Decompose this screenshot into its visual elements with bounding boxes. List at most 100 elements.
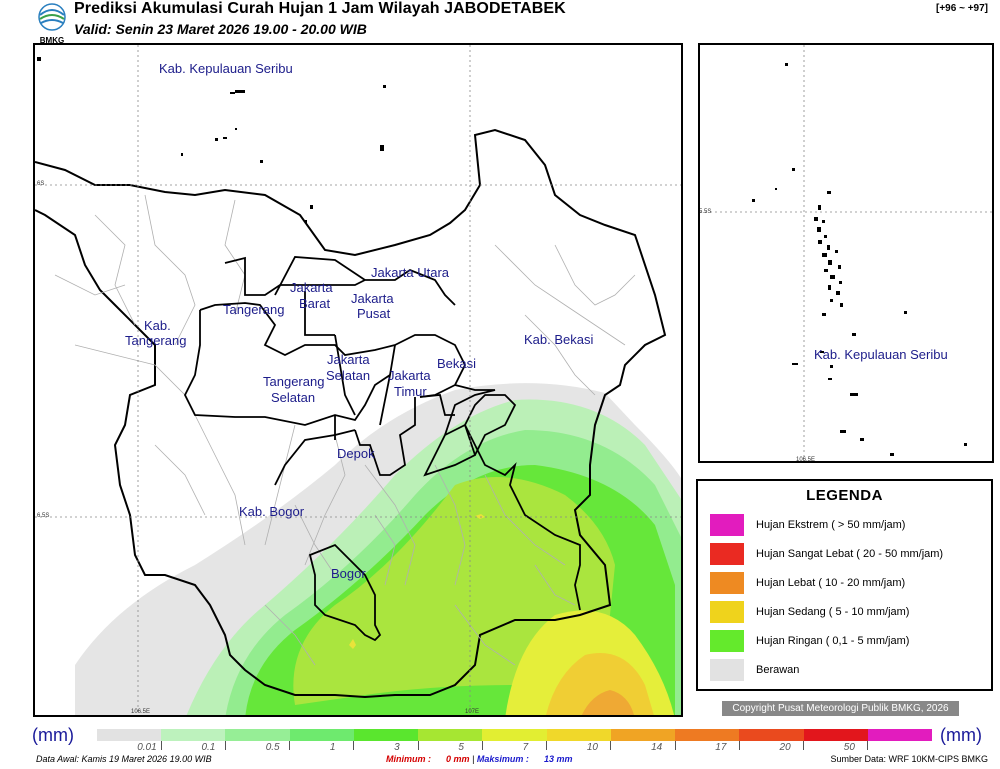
colorbar-tick-label: 3 xyxy=(394,742,400,753)
inset-islands-map xyxy=(700,45,992,461)
inset-islands xyxy=(752,63,967,456)
colorbar-tick-mark xyxy=(481,741,483,750)
colorbar-tick-mark xyxy=(224,741,226,750)
maximum-value: 13 mm xyxy=(543,754,573,764)
label-jakarta-pusat-2: Pusat xyxy=(357,306,391,321)
colorbar-tick-label: 14 xyxy=(651,742,663,753)
minimum-label: Minimum : xyxy=(386,754,431,764)
colorbar-segment xyxy=(97,729,162,741)
colorbar-segment xyxy=(482,729,547,741)
legend-item-sangat-lebat: Hujan Sangat Lebat ( 20 - 50 mm/jam) xyxy=(710,542,943,566)
regency-borders xyxy=(183,256,581,642)
legend-swatch xyxy=(710,601,744,623)
legend-label: Berawan xyxy=(756,664,800,676)
legend-item-ringan: Hujan Ringan ( 0,1 - 5 mm/jam) xyxy=(710,629,909,653)
data-source: Sumber Data: WRF 10KM-CIPS BMKG xyxy=(830,754,988,764)
colorbar-segment xyxy=(161,729,226,741)
legend-swatch xyxy=(710,630,744,652)
colorbar-segment xyxy=(418,729,483,741)
coastline xyxy=(35,128,667,699)
colorbar-tick-mark xyxy=(867,741,869,750)
label-tangerang-selatan-1: Tangerang xyxy=(263,374,325,389)
label-kepulauan-seribu: Kab. Kepulauan Seribu xyxy=(159,61,293,76)
label-jakarta-utara: Jakarta Utara xyxy=(371,265,450,280)
district-borders xyxy=(54,194,636,666)
legend-item-ekstrem: Hujan Ekstrem ( > 50 mm/jam) xyxy=(710,513,905,537)
colorbar-tick-label: 7 xyxy=(522,742,529,753)
lon-tick-107e: 107E xyxy=(465,709,480,715)
colorbar-segment xyxy=(739,729,804,741)
label-kab-tangerang-1: Kab. xyxy=(144,318,171,333)
copyright-notice: Copyright Pusat Meteorologi Publik BMKG,… xyxy=(722,701,959,716)
colorbar-segment xyxy=(675,729,740,741)
colorbar-tick-mark xyxy=(417,741,419,750)
separator: | xyxy=(472,754,475,764)
label-jakarta-timur-2: Timur xyxy=(394,384,427,399)
rainfall-field xyxy=(75,383,681,715)
legend-panel: LEGENDA Hujan Ekstrem ( > 50 mm/jam) Huj… xyxy=(696,479,993,691)
label-jakarta-timur-1: Jakarta xyxy=(388,368,431,383)
colorbar-segment xyxy=(289,729,354,741)
lat-tick-6s: 6S xyxy=(37,181,45,187)
inset-map[interactable]: Kab. Kepulauan Seribu 5.5S 106.5E xyxy=(698,43,994,463)
label-jakarta-selatan-2: Selatan xyxy=(326,368,371,383)
colorbar-tick-mark xyxy=(674,741,676,750)
colorbar-tick-label: 5 xyxy=(458,742,464,753)
gridlines xyxy=(35,45,681,715)
legend-label: Hujan Sedang ( 5 - 10 mm/jam) xyxy=(756,606,910,618)
page-title: Prediksi Akumulasi Curah Hujan 1 Jam Wil… xyxy=(74,0,566,17)
legend-item-lebat: Hujan Lebat ( 10 - 20 mm/jam) xyxy=(710,571,905,595)
colorbar-tick-label: 17 xyxy=(715,742,727,753)
legend-label: Hujan Ringan ( 0,1 - 5 mm/jam) xyxy=(756,635,910,647)
colorbar-segment xyxy=(867,729,933,741)
legend-swatch xyxy=(710,514,744,536)
legend-item-sedang: Hujan Sedang ( 5 - 10 mm/jam) xyxy=(710,600,909,624)
inset-lon-tick: 106.5E xyxy=(796,457,816,463)
colorbar-tick-mark xyxy=(738,741,740,750)
colorbar-tick-label: 50 xyxy=(843,742,855,753)
colorbar-tick-mark xyxy=(289,741,291,750)
main-map[interactable]: Kab. Kepulauan Seribu Jakarta Utara Jaka… xyxy=(33,43,683,717)
colorbar-tick-mark xyxy=(160,741,162,750)
colorbar-tick-label: 0.1 xyxy=(201,742,216,753)
legend-title: LEGENDA xyxy=(806,487,883,504)
label-kab-bogor: Kab. Bogor xyxy=(239,504,305,519)
legend-swatch xyxy=(710,572,744,594)
valid-period: Valid: Senin 23 Maret 2026 19.00 - 20.00… xyxy=(74,21,367,37)
inset-lat-tick: 5.5S xyxy=(699,209,712,215)
colorbar-tick-mark xyxy=(610,741,612,750)
colorbar-tick-label: 20 xyxy=(779,742,791,753)
colorbar-tick-label: 10 xyxy=(586,742,598,753)
islands xyxy=(37,57,386,223)
min-max-summary: Minimum : 0 mm | Maksimum : 13 mm xyxy=(386,754,572,764)
inset-label-kepulauan-seribu: Kab. Kepulauan Seribu xyxy=(814,347,948,362)
colorbar-tick-mark xyxy=(353,741,355,750)
forecast-range: [+96 ~ +97] xyxy=(936,3,988,14)
data-awal: Data Awal: Kamis 19 Maret 2026 19.00 WIB xyxy=(36,754,212,764)
label-tangerang: Tangerang xyxy=(223,302,285,317)
label-tangerang-selatan-2: Selatan xyxy=(271,390,316,405)
lon-tick-106-5e: 106.5E xyxy=(131,709,151,715)
minimum-value: 0 mm xyxy=(446,754,470,764)
maximum-label: Maksimum : xyxy=(476,754,529,764)
label-kab-bekasi: Kab. Bekasi xyxy=(524,332,594,347)
colorbar-tick-mark xyxy=(546,741,548,750)
logo-text: BMKG xyxy=(40,36,64,45)
label-jakarta-barat-1: Jakarta xyxy=(290,280,333,295)
legend-swatch xyxy=(710,659,744,681)
colorbar-segment xyxy=(225,729,290,741)
bmkg-logo: BMKG xyxy=(38,3,66,45)
label-bogor: Bogor xyxy=(331,566,366,581)
legend-label: Hujan Lebat ( 10 - 20 mm/jam) xyxy=(756,577,906,589)
legend-label: Hujan Ekstrem ( > 50 mm/jam) xyxy=(756,519,906,531)
legend-item-berawan: Berawan xyxy=(710,658,799,682)
label-bekasi: Bekasi xyxy=(437,356,477,371)
label-jakarta-pusat-1: Jakarta xyxy=(351,291,394,306)
colorbar-tick-label: 0.01 xyxy=(137,742,157,753)
colorbar-tick-label: 0.5 xyxy=(265,742,280,753)
colorbar-tick-mark xyxy=(803,741,805,750)
colorbar-unit-right: (mm) xyxy=(940,725,982,745)
label-jakarta-barat-2: Barat xyxy=(299,296,331,311)
label-jakarta-selatan-1: Jakarta xyxy=(327,352,370,367)
colorbar-unit-left: (mm) xyxy=(32,725,74,745)
